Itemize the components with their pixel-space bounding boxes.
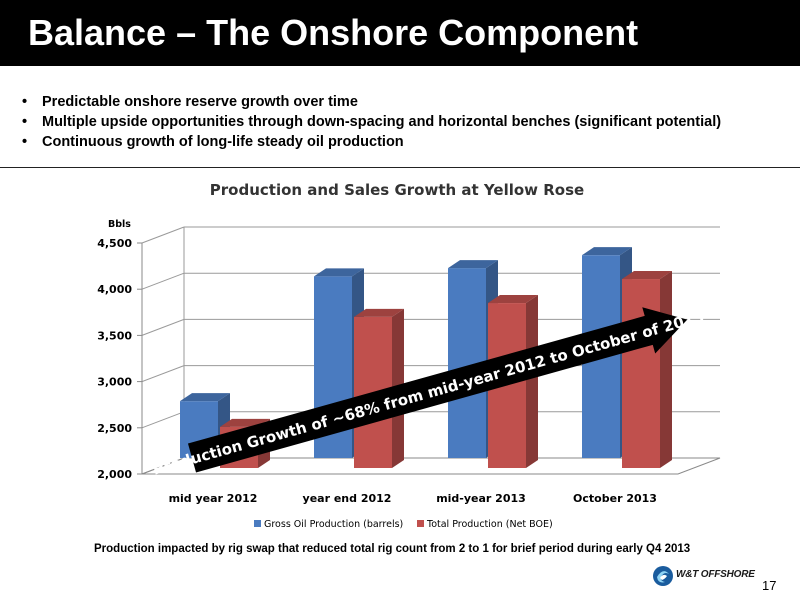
- page-number: 17: [762, 578, 777, 593]
- legend-swatch: [417, 520, 424, 527]
- title-bar: Balance – The Onshore Component: [0, 0, 800, 66]
- y-tick-label: 4,000: [97, 283, 132, 296]
- y-axis-label: Bbls: [108, 219, 131, 230]
- slide-title: Balance – The Onshore Component: [28, 12, 639, 53]
- bullet-item: Multiple upside opportunities through do…: [22, 112, 721, 132]
- bar-side: [526, 295, 538, 468]
- gridline-depth: [141, 411, 185, 429]
- bar-side: [660, 271, 672, 468]
- bar-chart: Production and Sales Growth at Yellow Ro…: [97, 181, 721, 530]
- bullet-list: Predictable onshore reserve growth over …: [22, 92, 721, 152]
- bar-top: [582, 247, 632, 256]
- bar-top: [488, 295, 538, 304]
- bullet-item: Predictable onshore reserve growth over …: [22, 92, 721, 112]
- bullet-item: Continuous growth of long-life steady oi…: [22, 132, 721, 152]
- bar-top: [314, 268, 364, 277]
- chart-title: Production and Sales Growth at Yellow Ro…: [210, 181, 584, 199]
- chart-floor: [141, 457, 721, 475]
- swirl-logo-icon: [653, 566, 673, 586]
- footnote: Production impacted by rig swap that red…: [94, 543, 691, 555]
- bar-top: [354, 308, 404, 317]
- y-tick-label: 4,500: [97, 237, 132, 250]
- y-tick-label: 3,500: [97, 329, 132, 342]
- logo-text: W&T OFFSHORE: [676, 569, 755, 580]
- bar: [622, 279, 660, 468]
- gridline-depth: [141, 226, 185, 244]
- growth-arrow-shape: [187, 307, 688, 473]
- gridline-depth: [141, 365, 185, 383]
- legend-label: Total Production (Net BOE): [426, 519, 553, 530]
- x-tick-label: October 2013: [573, 492, 657, 505]
- gridline-depth: [141, 272, 185, 290]
- y-tick-label: 3,000: [97, 376, 132, 389]
- legend-label: Gross Oil Production (barrels): [264, 519, 403, 530]
- y-tick-label: 2,000: [97, 468, 132, 481]
- bar-top: [622, 271, 672, 280]
- x-tick-label: year end 2012: [303, 492, 392, 505]
- bar-top: [180, 393, 230, 402]
- gridline-depth: [141, 318, 185, 336]
- company-logo: W&T OFFSHORE: [652, 565, 755, 589]
- x-tick-label: mid year 2012: [169, 492, 258, 505]
- y-tick-label: 2,500: [97, 422, 132, 435]
- legend-swatch: [254, 520, 261, 527]
- bar-top: [448, 260, 498, 269]
- x-tick-label: mid-year 2013: [436, 492, 526, 505]
- divider: [0, 167, 800, 168]
